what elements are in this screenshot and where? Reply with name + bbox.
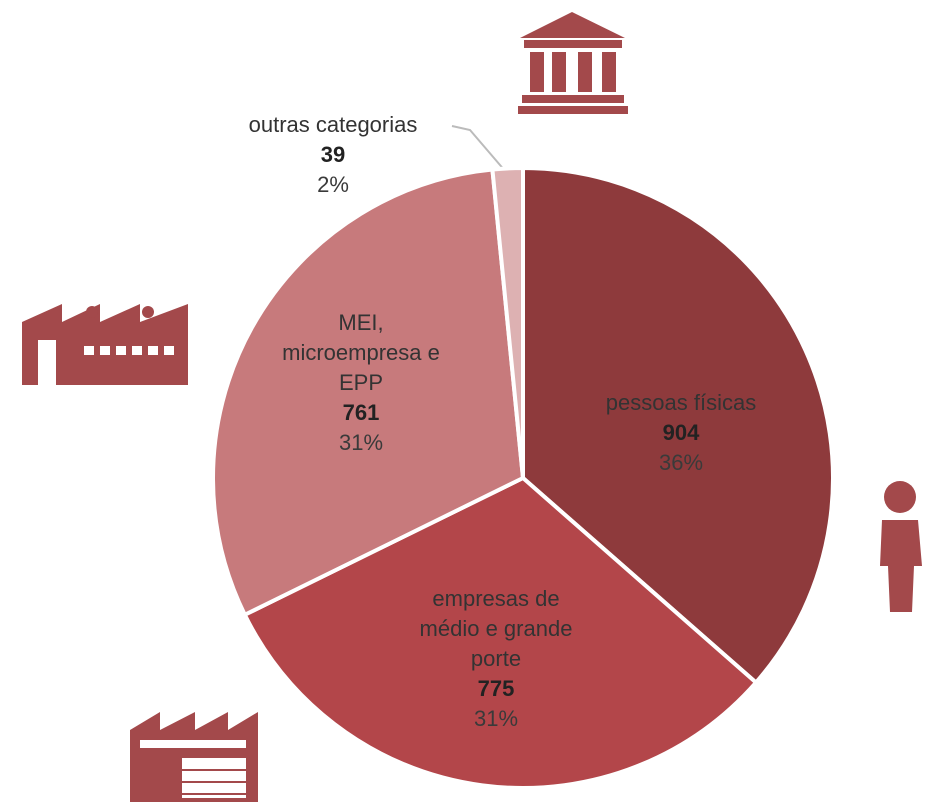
value-label: 761 [342, 400, 380, 425]
slice-label: outras categorias [248, 112, 418, 137]
bank-icon [518, 12, 628, 114]
pie-slice [211, 167, 525, 617]
label-group: MEI, microempresa e EPP 761 31% [281, 308, 441, 458]
percent-label: 36% [658, 450, 704, 475]
pie-slice [521, 166, 835, 685]
value-label: 904 [662, 420, 700, 445]
value-label: 775 [477, 676, 515, 701]
pie-slice [242, 476, 758, 790]
label-group: empresas de médio e grande porte 775 31% [411, 584, 581, 734]
percent-label: 31% [473, 706, 519, 731]
leader-line [451, 125, 507, 173]
label-group: outras categorias 39 2% [203, 110, 463, 200]
pie-slice [490, 166, 525, 480]
person-icon [880, 481, 922, 612]
factory-icon-bottom [130, 712, 258, 802]
label-group: pessoas físicas 904 36% [551, 388, 811, 478]
slice-label: MEI, microempresa e EPP [282, 310, 440, 395]
value-label: 39 [320, 142, 346, 167]
percent-label: 2% [317, 172, 349, 197]
factory-icon-left [22, 304, 188, 385]
slice-label: empresas de médio e grande porte [419, 586, 573, 671]
percent-label: 31% [338, 430, 384, 455]
slice-label: pessoas físicas [605, 390, 757, 415]
